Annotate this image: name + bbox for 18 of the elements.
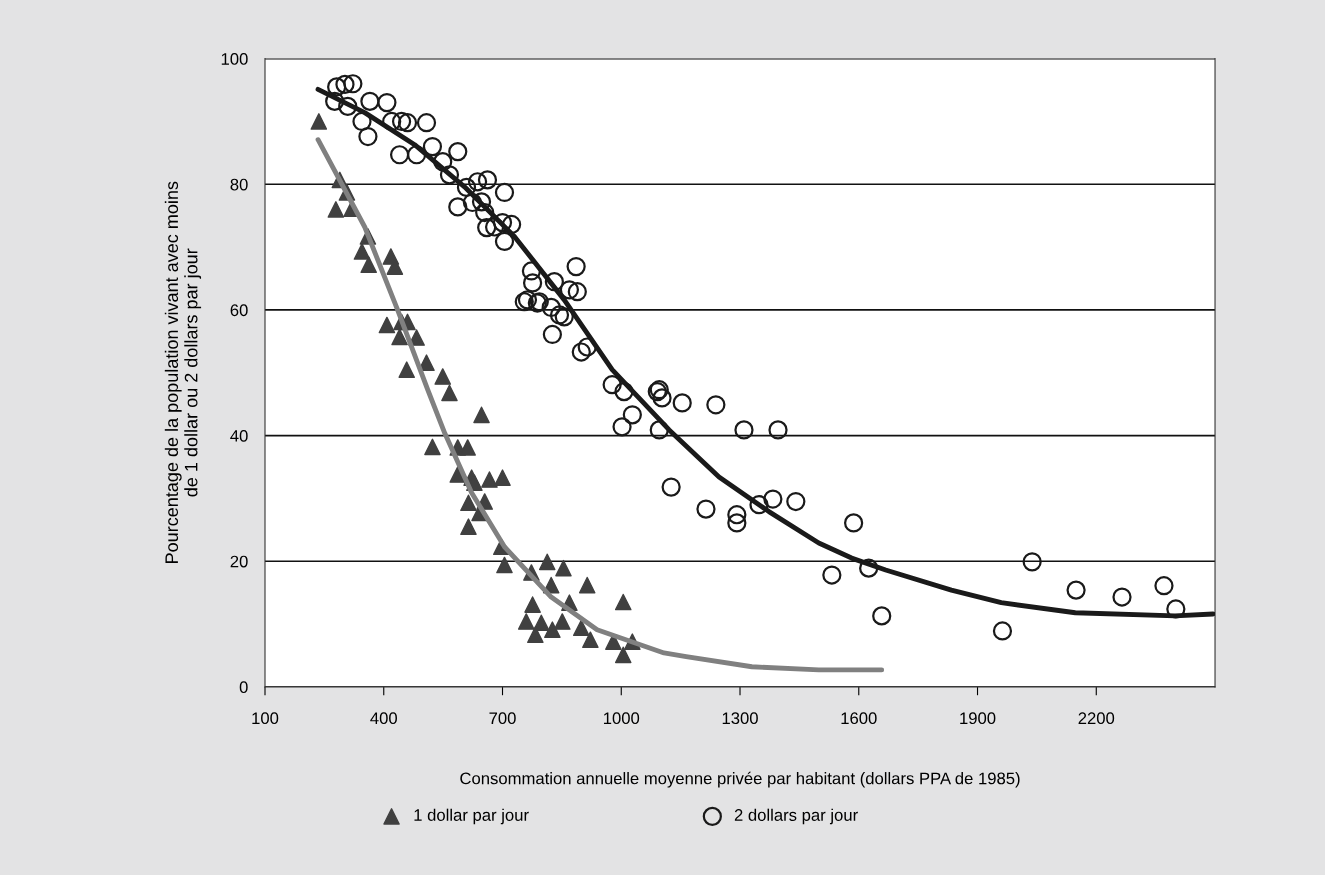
y-tick-label: 80 (230, 178, 248, 191)
x-tick-label: 100 (252, 712, 279, 725)
y-tick-label: 0 (239, 681, 248, 694)
y-tick-label: 100 (221, 53, 248, 65)
x-tick-label: 1900 (960, 712, 996, 725)
y-axis-title: Pourcentage de la population vivant avec moins de 1 dollar ou 2 dollars par jour (164, 181, 202, 563)
y-tick-label: 40 (230, 429, 248, 442)
legend-label: 1 dollar par jour (414, 808, 529, 825)
x-tick-label: 1000 (603, 712, 640, 725)
y-tick-label: 20 (230, 555, 248, 568)
x-tick-label: 1300 (722, 712, 758, 725)
legend-label: 2 dollars par jour (734, 808, 858, 825)
y-tick-label: 60 (230, 304, 248, 317)
x-tick-label: 400 (370, 712, 398, 725)
x-tick-label: 700 (489, 712, 516, 725)
x-tick-label: 1600 (841, 712, 877, 725)
x-tick-label: 2200 (1078, 712, 1115, 725)
x-axis-title: Consommation annuelle moyenne privée par habitant (dollars PPA de 1985) (460, 771, 1020, 788)
